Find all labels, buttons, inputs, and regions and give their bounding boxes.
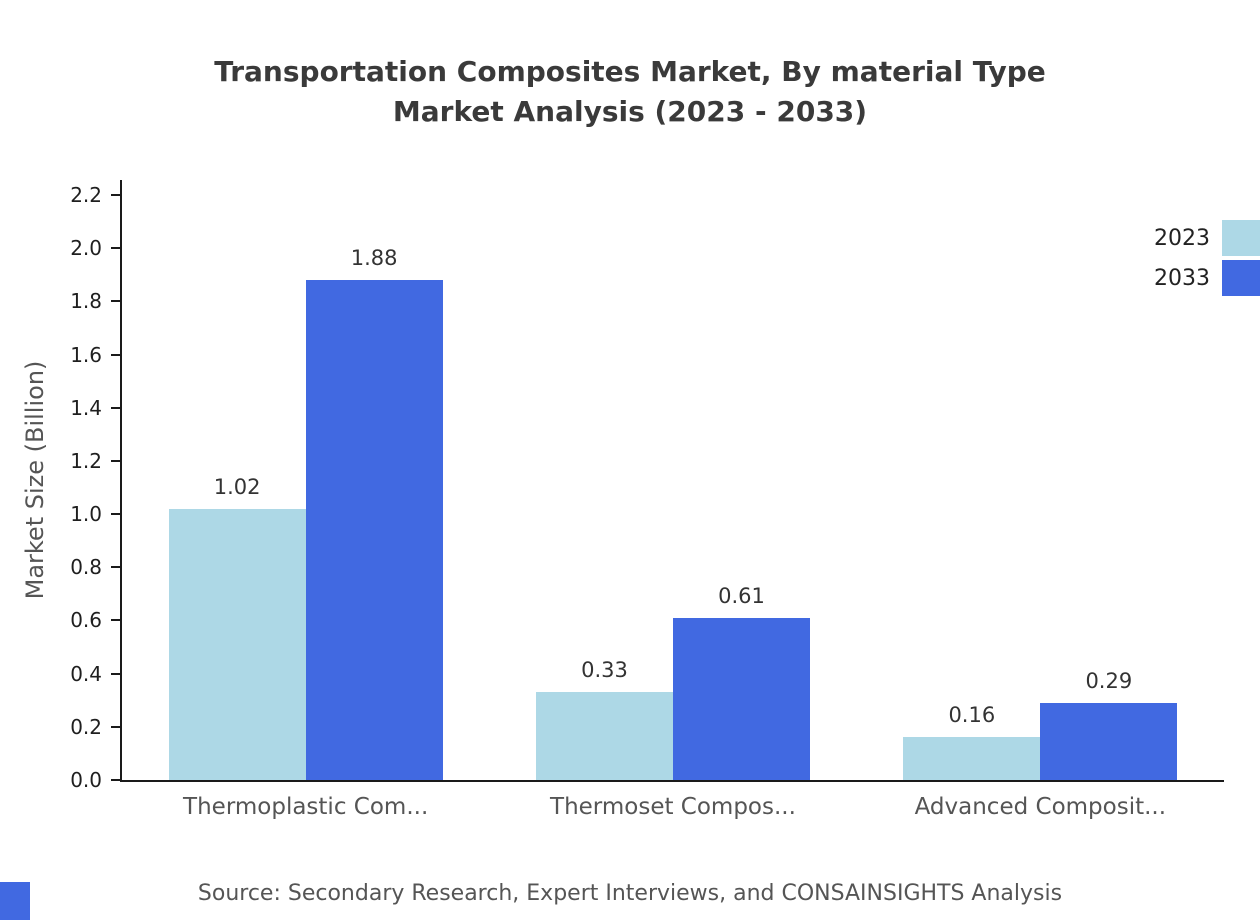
plot-area: 0.0 0.2 0.4 0.6 0.8 1.0 1.2 1.4 1.6 1.8 2.0 2.2 1.02… [70,180,1224,820]
legend-label: 2033 [1154,265,1210,291]
y-tick-label: 0.8 [70,555,102,580]
y-tick-mark [111,619,120,622]
y-tick-mark [111,247,120,250]
bar-2023-2 [903,737,1041,780]
legend-swatch [1222,220,1260,256]
y-tick-mark [111,194,120,196]
legend: 2023 2033 [1154,218,1260,298]
y-tick-label: 1.8 [70,289,102,314]
legend-item-2023: 2023 [1154,218,1260,258]
y-tick-mark [111,725,120,728]
bar-value-label: 1.02 [213,474,261,499]
bar-value-label: 0.16 [948,703,996,728]
chart-title-line2: Market Analysis (2023 - 2033) [392,95,868,128]
bar-value-label: 0.33 [581,658,628,683]
y-tick-mark [111,300,120,303]
bar-value-label: 0.61 [718,583,765,608]
bar-value-label: 0.29 [1085,668,1133,693]
y-tick-mark [111,672,120,675]
bar-2023-1 [536,692,673,780]
chart-title-line1: Transportation Composites Market, By mat… [214,55,1046,88]
y-tick-mark [111,513,120,516]
chart-title: Transportation Composites Market, By mat… [0,52,1260,132]
y-tick-label: 0.0 [70,768,102,792]
y-tick-mark [111,779,120,781]
y-tick-label: 1.2 [70,448,102,473]
y-tick-label: 1.4 [70,395,102,420]
y-tick-mark [111,406,120,409]
x-category-label: Thermoplastic Com... [183,794,429,820]
y-tick-mark [111,353,120,356]
y-tick-label: 1.6 [70,342,102,367]
y-tick-label: 1.0 [70,502,102,527]
source-note: Source: Secondary Research, Expert Inter… [197,881,1063,906]
corner-watermark [0,882,30,920]
y-tick-label: 0.2 [70,714,102,739]
bar-2023-0 [168,508,306,780]
y-tick-mark [111,459,120,462]
bar-2033-1 [673,617,810,780]
y-tick-label: 2.0 [70,236,102,261]
x-category-label: Thermoset Compos... [550,794,796,820]
y-tick-label: 0.6 [70,608,102,633]
legend-item-2033: 2033 [1154,258,1260,298]
bar-2033-0 [305,280,443,780]
bar-2033-2 [1040,702,1178,780]
y-tick-label: 0.4 [70,661,102,686]
legend-label: 2023 [1154,225,1210,251]
legend-swatch [1222,260,1260,296]
bar-value-label: 1.88 [350,246,398,271]
x-category-label: Advanced Composit... [914,794,1167,820]
y-tick-label: 2.2 [70,183,102,207]
y-tick-mark [111,566,120,569]
